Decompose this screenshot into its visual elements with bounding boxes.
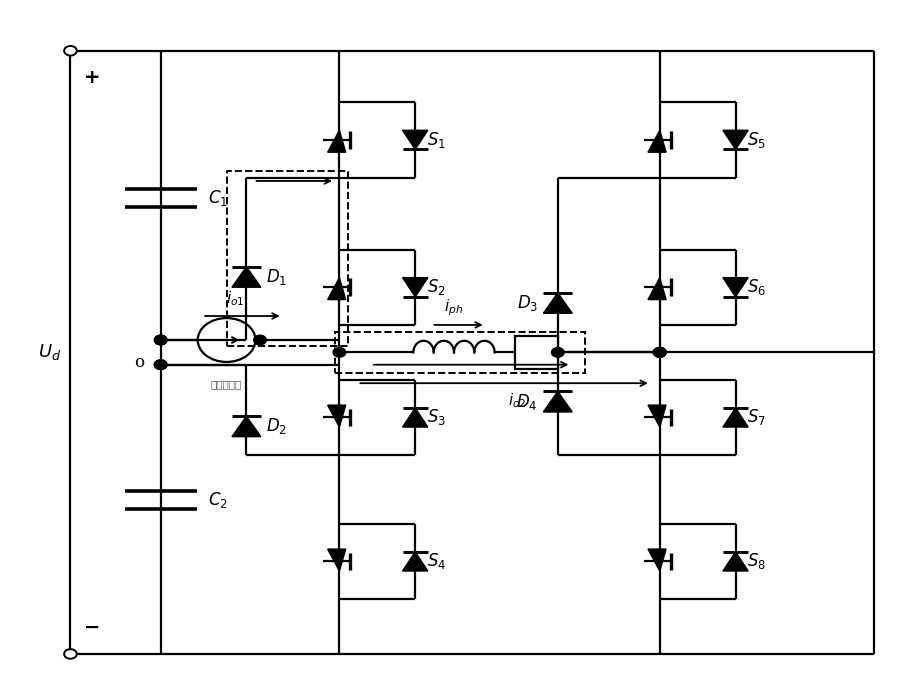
Polygon shape [402,278,428,297]
Text: $S_4$: $S_4$ [427,551,446,571]
Text: $S_7$: $S_7$ [747,408,766,428]
Polygon shape [723,131,748,149]
Text: $S_1$: $S_1$ [427,130,446,150]
Text: −: − [84,618,101,637]
Circle shape [551,348,564,357]
Polygon shape [232,416,261,437]
Circle shape [654,348,666,357]
Polygon shape [328,278,346,300]
Circle shape [154,360,167,370]
Text: $i_{ph}$: $i_{ph}$ [445,298,463,318]
Polygon shape [543,293,572,313]
Circle shape [154,360,167,370]
Text: $D_4$: $D_4$ [517,392,538,412]
Circle shape [154,335,167,345]
Text: $S_5$: $S_5$ [747,130,766,150]
Circle shape [333,348,346,357]
Circle shape [64,46,77,55]
Polygon shape [723,278,748,297]
Text: $i_{o2}$: $i_{o2}$ [508,391,527,410]
Polygon shape [648,405,666,427]
Text: $D_2$: $D_2$ [266,417,287,437]
Polygon shape [543,391,572,412]
Text: $S_8$: $S_8$ [747,551,766,571]
Polygon shape [648,131,666,152]
Text: o: o [134,354,144,371]
Circle shape [654,348,666,357]
Text: $U_d$: $U_d$ [38,342,62,362]
Text: 电流传感器: 电流传感器 [211,379,242,389]
Text: +: + [84,68,101,87]
Polygon shape [402,408,428,427]
Polygon shape [402,552,428,571]
Bar [516,336,558,369]
Polygon shape [648,549,666,571]
Polygon shape [232,267,261,287]
Polygon shape [723,552,748,571]
Polygon shape [723,408,748,427]
Circle shape [64,649,77,659]
Polygon shape [402,131,428,149]
Circle shape [253,335,266,345]
Polygon shape [328,131,346,152]
Text: $S_2$: $S_2$ [427,277,446,297]
Text: $D_1$: $D_1$ [266,267,288,287]
Polygon shape [648,278,666,300]
Circle shape [654,348,666,357]
Circle shape [154,335,167,345]
Text: $C_1$: $C_1$ [208,188,228,208]
Text: $C_2$: $C_2$ [208,490,228,510]
Polygon shape [328,549,346,571]
Text: $S_3$: $S_3$ [427,408,446,428]
Text: $S_6$: $S_6$ [747,277,766,297]
Text: $i_{o1}$: $i_{o1}$ [226,290,245,308]
Text: $D_3$: $D_3$ [517,293,538,313]
Polygon shape [328,405,346,427]
